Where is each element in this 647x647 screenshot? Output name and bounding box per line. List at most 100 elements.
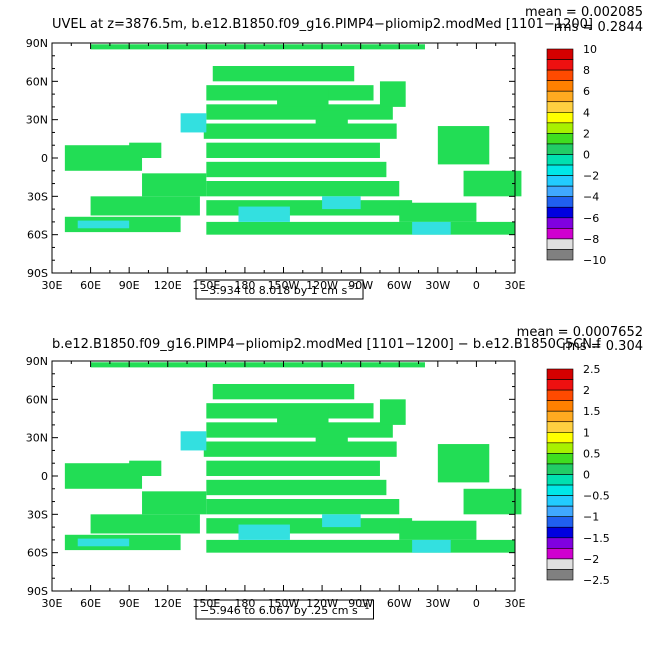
top-field-patch-secondary [238, 206, 290, 222]
bottom-y-tick-label: 30S [27, 508, 48, 521]
bottom-field-patch [142, 491, 207, 515]
bottom-field-patch [437, 444, 490, 483]
top-colorbar-swatch [546, 228, 574, 240]
bottom-colorbar-swatch [546, 442, 574, 454]
top-field-patch [206, 181, 400, 197]
top-y-tick-label: 30S [27, 190, 48, 203]
bottom-y-tick-label: 90S [27, 585, 48, 598]
bottom-panel: b.e12.B1850.f09_g16.PIMP4−pliomip2.modMe… [26, 325, 643, 620]
top-colorbar-label: −4 [583, 191, 599, 204]
top-x-tick-label: 150E [192, 279, 220, 292]
bottom-colorbar-label: −2.5 [583, 574, 610, 587]
top-panel-colorbar: 10 8 6 4 2 0 −2 −4 −6 −8 −10 [546, 43, 606, 267]
top-x-tick-label: 60E [80, 279, 101, 292]
bottom-colorbar-label: −1 [583, 511, 599, 524]
bottom-field-patch-secondary [412, 539, 451, 553]
bottom-colorbar-swatch [546, 474, 574, 486]
bottom-y-tick-label: 30N [26, 432, 48, 445]
top-x-tick-label: 120E [154, 279, 182, 292]
bottom-colorbar-swatch [546, 548, 574, 560]
top-colorbar-swatch [546, 133, 574, 145]
bottom-colorbar-swatch [546, 537, 574, 549]
top-x-tick-label: 90E [119, 279, 140, 292]
bottom-panel-field [64, 362, 522, 553]
top-field-patch [90, 44, 425, 50]
top-colorbar-swatch [546, 154, 574, 166]
top-field-patch [129, 142, 162, 158]
top-field-patch [463, 170, 522, 197]
top-colorbar-swatch [546, 238, 574, 250]
top-colorbar-label: 6 [583, 85, 590, 98]
bottom-field-patch [64, 463, 143, 489]
bottom-x-tick-label: 60W [387, 597, 412, 610]
bottom-x-tick-label: 0 [473, 597, 480, 610]
top-panel-range-label: −3.934 to 8.018 by 1 cm s−1 [200, 282, 359, 297]
top-panel-axes: 30E 60E 90E 120E 150E 180 150W 120W 90W 60W 30W 0 30… [26, 37, 526, 292]
top-field-patch [277, 89, 329, 107]
top-field-patch [206, 200, 413, 216]
top-panel: UVEL at z=3876.5m, b.e12.B1850.f09_g16.P… [26, 5, 643, 300]
top-colorbar-swatch [546, 196, 574, 208]
bottom-field-patch [277, 407, 329, 425]
bottom-y-tick-label: 60N [26, 393, 48, 406]
bottom-field-patch [206, 460, 380, 476]
top-colorbar-swatch [546, 175, 574, 187]
top-field-patch [212, 66, 355, 82]
bottom-x-tick-label: 90E [119, 597, 140, 610]
bottom-field-patch-secondary [238, 524, 290, 540]
top-x-tick-label: 30E [42, 279, 63, 292]
bottom-colorbar-label: 0.5 [583, 447, 601, 460]
bottom-field-patch [206, 539, 438, 553]
bottom-panel-range-label: −5.946 to 6.067 by .25 cm s−1 [200, 602, 370, 617]
top-field-patch [64, 145, 143, 171]
bottom-x-tick-label: 30E [42, 597, 63, 610]
bottom-colorbar-swatch [546, 463, 574, 475]
top-colorbar-swatch [546, 249, 574, 261]
top-colorbar-label: 8 [583, 64, 590, 77]
top-colorbar-swatch [546, 101, 574, 113]
top-colorbar-label: 4 [583, 106, 590, 119]
bottom-field-patch-secondary [322, 514, 361, 528]
top-y-tick-label: 90S [27, 267, 48, 280]
top-x-tick-label: 30W [425, 279, 450, 292]
bottom-colorbar-label: −2 [583, 553, 599, 566]
bottom-field-patch [437, 539, 515, 553]
bottom-field-patch-secondary [77, 538, 130, 547]
top-panel-rms: rms = 0.2844 [554, 20, 643, 35]
bottom-colorbar-label: 2.5 [583, 363, 601, 376]
bottom-field-patch [206, 479, 387, 496]
top-colorbar-swatch [546, 69, 574, 81]
top-field-patch [90, 196, 200, 216]
bottom-panel-rms: rms = 0.304 [562, 339, 643, 354]
top-colorbar-swatch [546, 59, 574, 71]
top-colorbar-swatch [546, 217, 574, 229]
top-y-tick-label: 30N [26, 114, 48, 127]
bottom-colorbar-swatch [546, 505, 574, 517]
top-x-tick-label: 30E [505, 279, 526, 292]
top-y-tick-label: 60S [27, 229, 48, 242]
top-field-patch-secondary [77, 220, 130, 229]
top-x-tick-label: 180 [234, 279, 255, 292]
bottom-field-patch [129, 460, 162, 476]
bottom-field-patch [315, 428, 348, 445]
bottom-colorbar-swatch [546, 400, 574, 412]
top-colorbar-swatch [546, 164, 574, 176]
bottom-x-tick-label: 60E [80, 597, 101, 610]
bottom-panel-colorbar: 2.5 2 1.5 1 0.5 0 −0.5 −1 −1.5 −2 −2.5 [546, 363, 610, 587]
bottom-field-patch [379, 399, 406, 425]
top-colorbar-swatch [546, 206, 574, 219]
bottom-y-tick-label: 90N [26, 355, 48, 368]
bottom-panel-title: b.e12.B1850.f09_g16.PIMP4−pliomip2.modMe… [52, 337, 601, 352]
top-panel-field [64, 44, 522, 235]
top-colorbar-swatch [546, 143, 574, 155]
bottom-colorbar-label: 0 [583, 469, 590, 482]
top-x-tick-label: 90W [348, 279, 373, 292]
top-y-tick-label: 90N [26, 37, 48, 50]
top-field-patch [437, 221, 515, 235]
top-field-patch [379, 81, 406, 107]
top-field-patch [437, 126, 490, 165]
bottom-y-tick-label: 60S [27, 547, 48, 560]
top-x-tick-label: 60W [387, 279, 412, 292]
top-colorbar-swatch [546, 112, 574, 124]
